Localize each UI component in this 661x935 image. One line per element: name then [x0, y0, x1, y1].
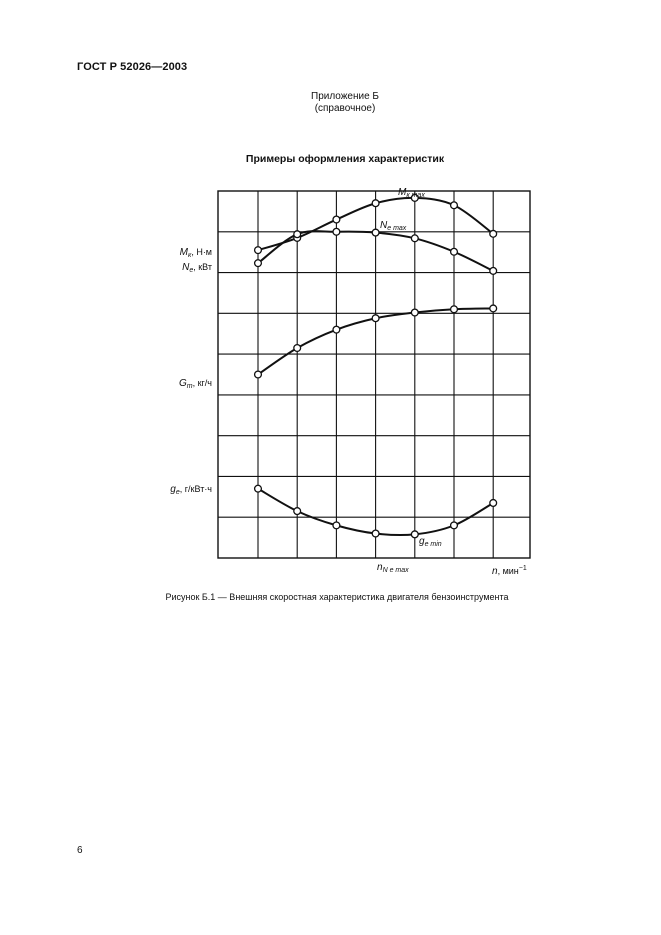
data-point-ne [410, 234, 419, 243]
chart-grid [217, 190, 531, 559]
chart-markers [253, 193, 498, 539]
data-point-ne [293, 230, 302, 239]
data-point-ne [253, 259, 263, 268]
data-point-mk [332, 215, 341, 224]
data-point-mk [371, 199, 380, 208]
annotation-speed-at-power-max: nN e max [377, 562, 409, 574]
annotation-power-max: Ne max [380, 220, 407, 232]
data-point-ne [449, 247, 459, 256]
y-axis-label-specific-consumption: ge, г/кВт·ч [170, 484, 212, 496]
data-point-mk [253, 246, 263, 255]
annotation-torque-max: Mк max [398, 187, 425, 199]
y-axis-label-fuel-consumption: Gт, кг/ч [179, 378, 212, 390]
y-axis-label-power: Ne, кВт [182, 262, 212, 274]
data-point-ge [410, 530, 419, 539]
data-point-mk [489, 229, 498, 238]
chart-labels: Mк, Н·м Ne, кВт Gт, кг/ч ge, г/кВт·ч n, мин−… [170, 187, 527, 577]
data-point-ne [332, 227, 341, 236]
data-point-gt [332, 325, 341, 334]
data-point-mk [410, 193, 419, 202]
data-point-gt [489, 304, 498, 313]
data-point-gt [293, 343, 302, 353]
data-point-ne [371, 228, 380, 237]
data-point-ge [293, 507, 302, 516]
appendix-title: Приложение Б [311, 91, 379, 102]
data-point-ge [253, 484, 263, 493]
annotation-specific-consumption-min: ge min [419, 536, 442, 548]
data-point-mk [449, 201, 459, 210]
data-point-gt [253, 370, 263, 379]
data-point-ge [371, 529, 380, 538]
data-point-ne [489, 266, 498, 275]
data-point-gt [410, 308, 419, 317]
plot-frame [217, 190, 531, 559]
page-number: 6 [77, 845, 83, 856]
figure-caption: Рисунок Б.1 — Внешняя скоростная характе… [165, 592, 509, 602]
data-point-ge [332, 521, 341, 530]
x-axis-label: n, мин−1 [492, 565, 527, 577]
document-code: ГОСТ Р 52026—2003 [77, 61, 188, 73]
data-point-ge [489, 498, 498, 508]
data-point-gt [371, 314, 380, 323]
data-point-gt [449, 305, 459, 314]
figure-heading: Примеры оформления характеристик [245, 153, 445, 165]
data-point-ge [449, 521, 459, 530]
y-axis-label-torque: Mк, Н·м [180, 247, 212, 259]
appendix-type: (справочное) [314, 103, 376, 114]
